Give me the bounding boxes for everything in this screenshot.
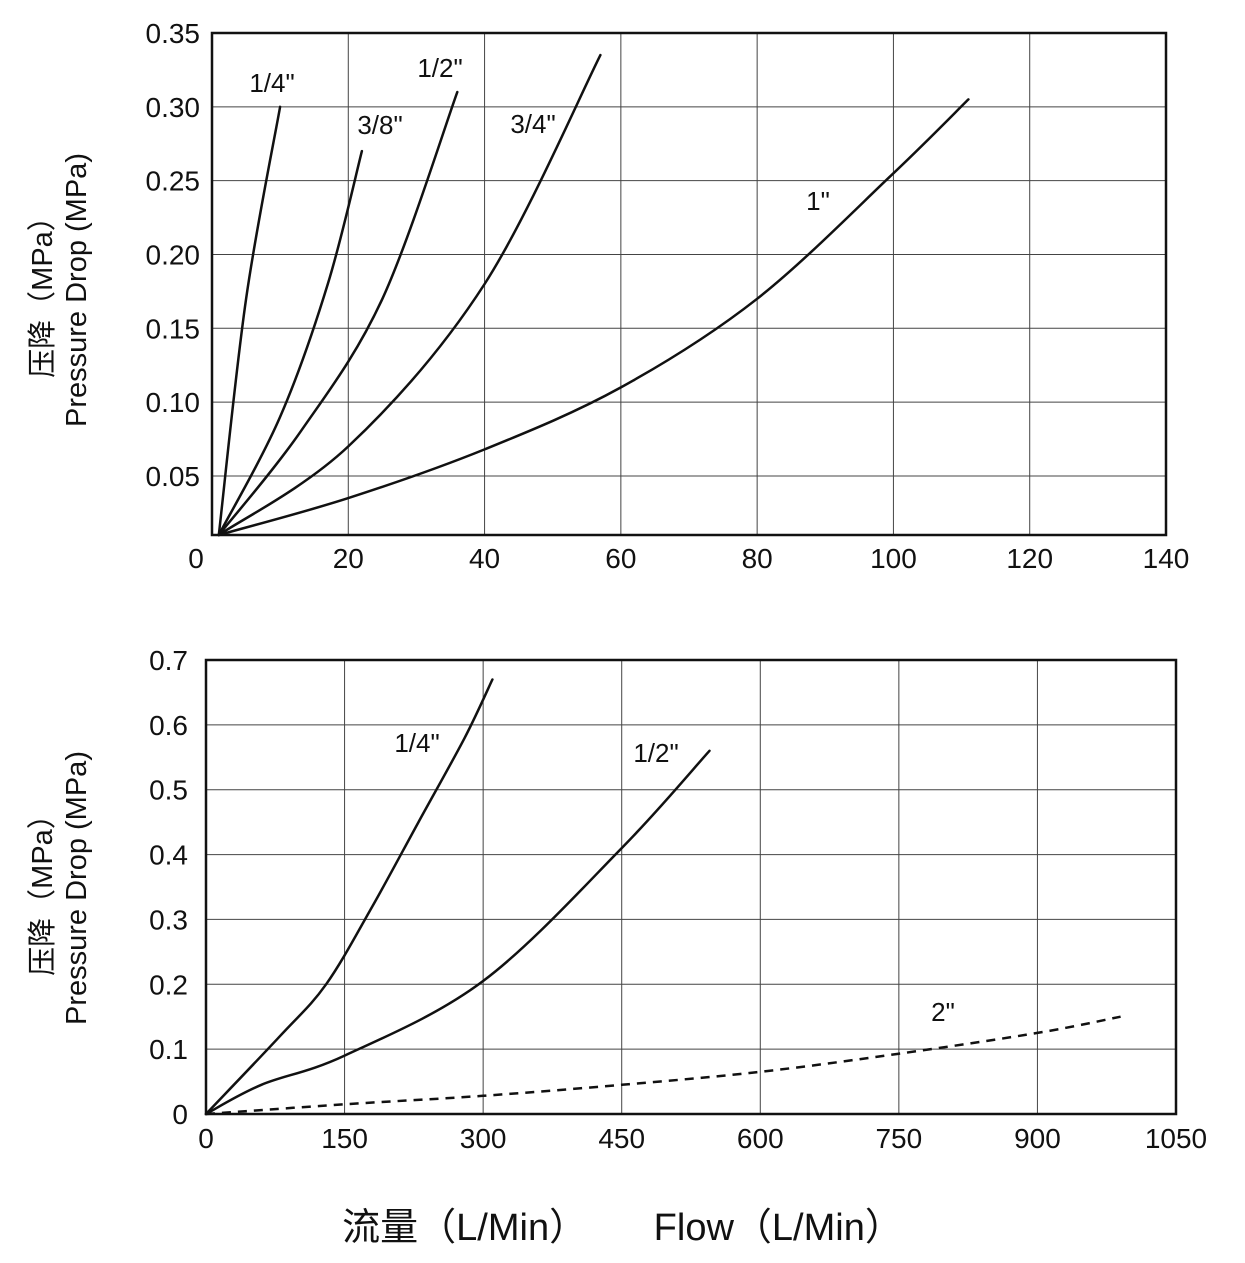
y-axis-label-bottom: 压降（MPa） Pressure Drop (MPa) [26,628,94,1148]
x-tick-label: 600 [737,1123,784,1154]
y-axis-label-en: Pressure Drop (MPa) [61,153,93,427]
y-tick-label: 0.7 [149,645,188,676]
x-tick-label: 1050 [1145,1123,1207,1154]
x-tick-label: 60 [605,543,636,574]
x-axis-label-en: Flow（L/Min） [653,1207,903,1249]
y-axis-label-top: 压降（MPa） Pressure Drop (MPa) [26,30,94,550]
plot-frame [204,658,1178,1116]
x-tick-label: 40 [469,543,500,574]
x-axis-label-cn: 流量（L/Min） [342,1207,588,1249]
x-tick-label: 120 [1006,543,1053,574]
x-axis-label: 流量（L/Min） Flow（L/Min） [0,1196,1245,1251]
y-tick-label: 0 [172,1099,188,1130]
series-label: 1" [806,186,830,216]
x-tick-label: 0 [188,543,204,574]
x-tick-label: 0 [198,1123,214,1154]
x-tick-label: 900 [1014,1123,1061,1154]
x-tick-label: 300 [460,1123,507,1154]
series-line-0 [204,678,494,1116]
plot-frame [210,31,1168,537]
y-tick-label: 0.6 [149,710,188,741]
y-tick-label: 0.05 [146,461,201,492]
y-tick-label: 0.25 [146,166,201,197]
series-line-1 [217,149,364,537]
x-tick-label: 750 [875,1123,922,1154]
series-label: 3/8" [357,110,402,140]
x-tick-label: 450 [598,1123,645,1154]
x-tick-label: 100 [870,543,917,574]
series-label: 3/4" [510,109,555,139]
pressure-drop-chart-top: 0 20 40 60 80 100 120 140 0.05 0.10 0.15 0.20 0.25 0.… [146,18,1190,574]
y-tick-label: 0.10 [146,387,201,418]
y-axis-label-cn: 压降（MPa） [27,202,59,378]
series-label: 1/4" [394,728,439,758]
y-tick-label: 0.30 [146,92,201,123]
series-line-1 [204,749,711,1116]
x-tick-label: 80 [742,543,773,574]
series-line-2 [217,90,459,537]
y-tick-label: 0.4 [149,840,188,871]
y-tick-label: 0.20 [146,239,201,270]
series-line-2 [205,1015,1121,1116]
series-label: 1/4" [249,68,294,98]
pressure-drop-chart-bottom: 0 150 300 450 600 750 900 1050 0 0.1 0.2 0.3 0.4 0.5 0… [149,645,1207,1154]
y-tick-label: 0.3 [149,904,188,935]
series-line-0 [217,105,282,537]
y-tick-label: 0.1 [149,1034,188,1065]
x-tick-label: 140 [1143,543,1190,574]
series-label: 2" [931,997,955,1027]
x-tick-label: 20 [333,543,364,574]
series-line-4 [217,98,970,537]
y-tick-label: 0.35 [146,18,201,49]
y-axis-label-en: Pressure Drop (MPa) [61,751,93,1025]
series-label: 1/2" [417,53,462,83]
y-tick-label: 0.5 [149,775,188,806]
y-tick-label: 0.2 [149,969,188,1000]
x-tick-label: 150 [321,1123,368,1154]
y-axis-label-cn: 压降（MPa） [27,800,59,976]
series-line-3 [217,53,602,537]
series-label: 1/2" [633,738,678,768]
y-tick-label: 0.15 [146,313,201,344]
